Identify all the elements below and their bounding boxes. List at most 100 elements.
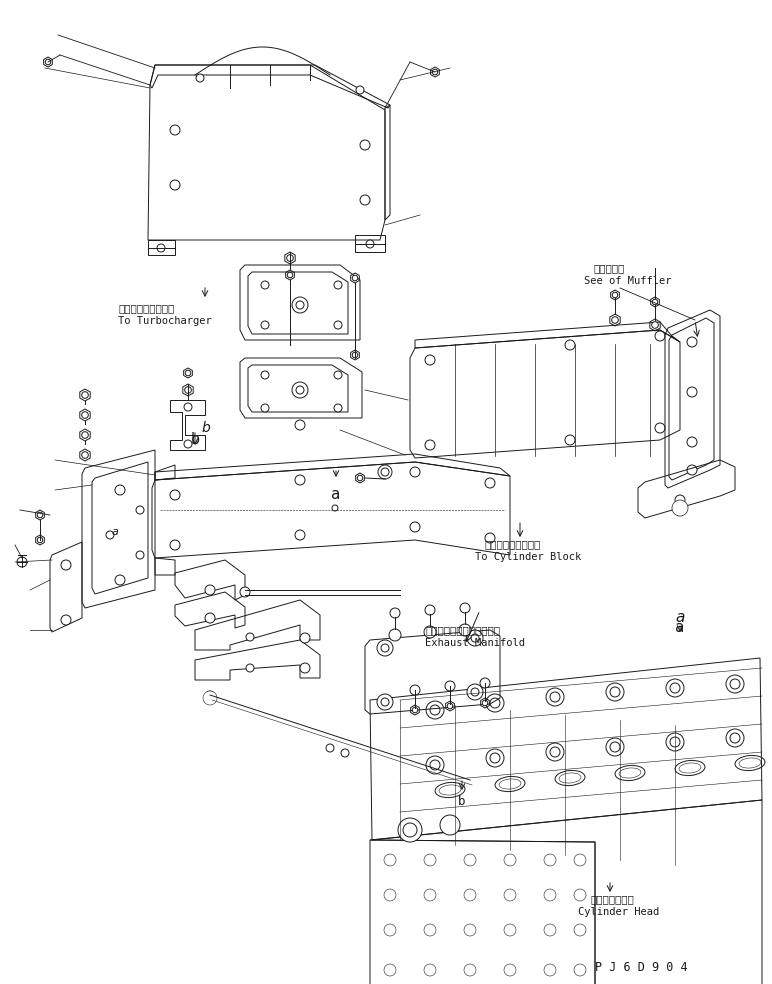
- Text: P J 6 D 9 0 4: P J 6 D 9 0 4: [594, 961, 687, 974]
- Circle shape: [504, 924, 516, 936]
- Circle shape: [424, 854, 436, 866]
- Circle shape: [565, 340, 575, 350]
- Circle shape: [432, 69, 438, 75]
- Circle shape: [196, 74, 204, 82]
- Circle shape: [670, 683, 680, 693]
- Circle shape: [136, 506, 144, 514]
- Text: b: b: [191, 432, 200, 447]
- Circle shape: [467, 684, 483, 700]
- Circle shape: [430, 760, 440, 770]
- Circle shape: [300, 663, 310, 673]
- Circle shape: [670, 737, 680, 747]
- Text: シリンダブロックへ: シリンダブロックへ: [484, 539, 540, 549]
- Circle shape: [377, 640, 393, 656]
- Circle shape: [464, 964, 476, 976]
- Circle shape: [410, 685, 420, 695]
- Circle shape: [286, 255, 293, 262]
- Circle shape: [730, 679, 740, 689]
- Circle shape: [287, 273, 293, 277]
- Circle shape: [447, 704, 452, 708]
- Circle shape: [426, 756, 444, 774]
- Circle shape: [390, 608, 400, 618]
- Circle shape: [486, 749, 504, 767]
- Circle shape: [115, 575, 125, 585]
- Circle shape: [730, 733, 740, 743]
- Circle shape: [246, 664, 254, 672]
- Circle shape: [292, 382, 308, 398]
- Circle shape: [655, 423, 665, 433]
- Circle shape: [485, 533, 495, 543]
- Circle shape: [480, 678, 490, 688]
- Circle shape: [424, 889, 436, 901]
- Circle shape: [565, 435, 575, 445]
- Circle shape: [666, 733, 684, 751]
- Circle shape: [546, 743, 564, 761]
- Text: To Cylinder Block: To Cylinder Block: [475, 552, 581, 562]
- Circle shape: [296, 386, 304, 394]
- Circle shape: [384, 889, 396, 901]
- Circle shape: [490, 753, 500, 763]
- Circle shape: [471, 634, 479, 642]
- Circle shape: [726, 729, 744, 747]
- Circle shape: [381, 644, 389, 652]
- Circle shape: [360, 195, 370, 205]
- Text: マフラ参照: マフラ参照: [593, 263, 625, 273]
- Circle shape: [185, 370, 191, 376]
- Circle shape: [687, 337, 697, 347]
- Text: a: a: [676, 610, 685, 626]
- Circle shape: [82, 432, 88, 438]
- Circle shape: [467, 630, 483, 646]
- Circle shape: [352, 352, 357, 358]
- Circle shape: [360, 140, 370, 150]
- Circle shape: [440, 815, 460, 835]
- Circle shape: [550, 692, 560, 702]
- Circle shape: [61, 615, 71, 625]
- Circle shape: [366, 240, 374, 248]
- Circle shape: [426, 701, 444, 719]
- Circle shape: [574, 889, 586, 901]
- Circle shape: [655, 331, 665, 341]
- Circle shape: [612, 292, 618, 298]
- Circle shape: [37, 537, 42, 543]
- Circle shape: [240, 587, 250, 597]
- Circle shape: [384, 854, 396, 866]
- Circle shape: [544, 964, 556, 976]
- Circle shape: [504, 854, 516, 866]
- Circle shape: [606, 738, 624, 756]
- Circle shape: [261, 404, 269, 412]
- Circle shape: [136, 551, 144, 559]
- Circle shape: [295, 475, 305, 485]
- Text: To Turbocharger: To Turbocharger: [118, 316, 212, 326]
- Circle shape: [574, 924, 586, 936]
- Circle shape: [115, 485, 125, 495]
- Circle shape: [332, 505, 338, 511]
- Circle shape: [430, 705, 440, 715]
- Circle shape: [334, 404, 342, 412]
- Circle shape: [610, 687, 620, 697]
- Circle shape: [424, 626, 436, 638]
- Text: a: a: [331, 487, 340, 502]
- Text: a: a: [112, 527, 119, 537]
- Circle shape: [378, 465, 392, 479]
- Circle shape: [334, 371, 342, 379]
- Circle shape: [389, 629, 401, 641]
- Text: Exhaust Manifold: Exhaust Manifold: [425, 638, 525, 648]
- Circle shape: [574, 964, 586, 976]
- Circle shape: [185, 387, 191, 394]
- Circle shape: [504, 889, 516, 901]
- Circle shape: [381, 698, 389, 706]
- Circle shape: [687, 387, 697, 397]
- Circle shape: [425, 605, 435, 615]
- Circle shape: [106, 531, 114, 539]
- Circle shape: [246, 633, 254, 641]
- Circle shape: [425, 355, 435, 365]
- Circle shape: [203, 691, 217, 705]
- Circle shape: [672, 500, 688, 516]
- Text: b: b: [459, 795, 466, 808]
- Circle shape: [295, 530, 305, 540]
- Circle shape: [611, 317, 618, 324]
- Circle shape: [352, 276, 357, 280]
- Circle shape: [544, 854, 556, 866]
- Circle shape: [205, 585, 215, 595]
- Circle shape: [486, 694, 504, 712]
